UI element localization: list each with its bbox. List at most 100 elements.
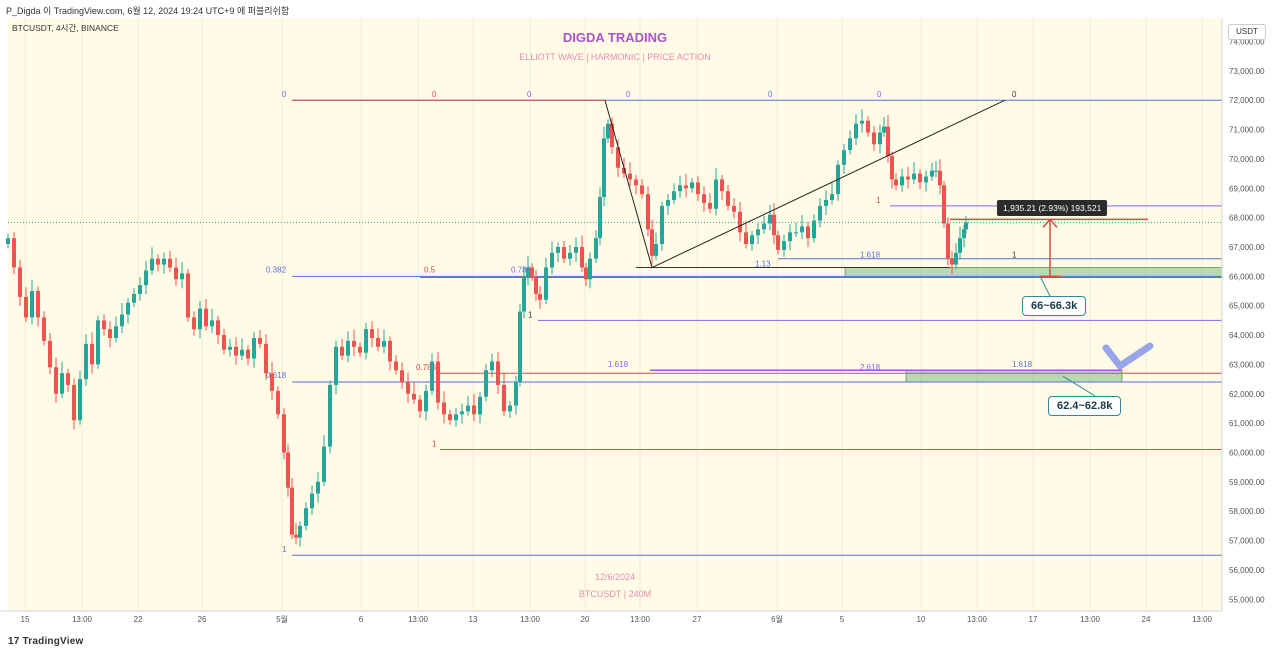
candle-body xyxy=(6,238,10,245)
candle-body xyxy=(946,223,950,259)
candle-body xyxy=(298,525,302,538)
candle-body xyxy=(660,205,664,245)
candle-body xyxy=(606,123,610,139)
candle-body xyxy=(906,176,910,180)
candle-body xyxy=(352,340,356,347)
candle-body xyxy=(12,238,16,268)
candle-body xyxy=(30,291,34,318)
candle-body xyxy=(550,252,554,268)
candle-body xyxy=(684,185,688,189)
candle-body xyxy=(666,200,670,206)
candle-body xyxy=(538,293,542,300)
candle-body xyxy=(894,179,898,186)
callout-62k: 62.4~62.8k xyxy=(1048,396,1122,416)
candle-body xyxy=(502,384,506,412)
price-tick-label: 70,000.00 xyxy=(1229,155,1265,164)
candle-body xyxy=(562,246,566,259)
time-tick-label: 5월 xyxy=(276,614,288,624)
candle-body xyxy=(934,170,938,172)
fib-label-113: 1.13 xyxy=(755,260,771,269)
candle-body xyxy=(640,185,644,195)
candle-body xyxy=(394,361,398,371)
fib-label-05: 0.5 xyxy=(424,265,436,274)
candle-body xyxy=(258,337,262,344)
candle-body xyxy=(616,147,620,168)
candle-body xyxy=(496,361,500,385)
candle-body xyxy=(294,534,298,538)
plot-background xyxy=(8,18,1222,611)
fib-label-0382: 0.382 xyxy=(266,265,287,274)
price-tick-label: 68,000.00 xyxy=(1229,214,1265,223)
candle-body xyxy=(708,202,712,209)
candle-body xyxy=(90,343,94,365)
candle-body xyxy=(310,493,314,509)
candle-body xyxy=(622,167,626,174)
candle-body xyxy=(132,293,136,303)
time-tick-label: 13:00 xyxy=(1192,615,1213,624)
time-tick-label: 17 xyxy=(1029,615,1038,624)
fib-label-0786b: 0.786 xyxy=(416,363,437,372)
currency-button[interactable]: USDT xyxy=(1228,24,1266,40)
level-72k-label: 0 xyxy=(527,90,532,99)
candle-body xyxy=(282,414,286,453)
candle-body xyxy=(412,393,416,400)
price-tick-label: 69,000.00 xyxy=(1229,184,1265,193)
candle-body xyxy=(806,226,810,239)
candle-body xyxy=(588,258,592,280)
candle-body xyxy=(912,173,916,180)
trend-line xyxy=(651,99,1006,268)
candle-body xyxy=(690,182,694,189)
candle-body xyxy=(768,214,772,224)
candle-body xyxy=(782,241,786,250)
candle-body xyxy=(854,123,858,139)
candle-body xyxy=(772,214,776,236)
time-tick-label: 10 xyxy=(917,615,926,624)
candle-body xyxy=(824,200,828,206)
candle-body xyxy=(66,373,70,385)
time-axis[interactable]: 15 13:00 22 26 5월 6 13:00 13 13:00 20 13:00 27 6월 5 10… xyxy=(0,610,1222,631)
candle-body xyxy=(180,273,184,280)
time-tick-label: 26 xyxy=(198,615,207,624)
candle-body xyxy=(418,399,422,412)
candle-body xyxy=(346,340,350,356)
brand-title: DIGDA TRADING xyxy=(563,30,667,45)
price-tick-label: 65,000.00 xyxy=(1229,302,1265,311)
candle-body xyxy=(794,232,798,234)
brand-subtitle: ELLIOTT WAVE | HARMONIC | PRICE ACTION xyxy=(519,52,711,62)
level-72k-label: 0 xyxy=(877,90,882,99)
candle-body xyxy=(526,267,530,277)
price-tick-label: 58,000.00 xyxy=(1229,507,1265,516)
watermark-symbol: BTCUSDT | 240M xyxy=(579,589,651,599)
candle-body xyxy=(878,132,882,145)
candle-body xyxy=(954,252,958,265)
price-axis[interactable]: 74,000.00 73,000.00 72,000.00 71,000.00 70,0… xyxy=(1221,18,1280,611)
candle-body xyxy=(424,390,428,412)
time-tick-label: 13:00 xyxy=(967,615,988,624)
candle-body xyxy=(574,246,578,253)
tradingview-logo[interactable]: 17 TradingView xyxy=(8,636,83,647)
candle-body xyxy=(938,170,942,186)
candle-body xyxy=(358,346,362,353)
candle-body xyxy=(24,296,28,318)
fib-label-1618a: 1.618 xyxy=(608,360,629,369)
candle-body xyxy=(942,185,946,224)
footer xyxy=(0,632,1280,654)
candle-body xyxy=(436,361,440,403)
candle-body xyxy=(756,229,760,236)
level-72k-label: 0 xyxy=(1012,90,1017,99)
candle-body xyxy=(442,402,446,415)
time-tick-label: 13:00 xyxy=(72,615,93,624)
candle-body xyxy=(144,270,148,286)
candle-body xyxy=(594,238,598,259)
candle-body xyxy=(210,320,214,327)
fib-label-1618b: 1.618 xyxy=(1012,360,1033,369)
callout-pointer-62k xyxy=(1062,375,1096,397)
candle-body xyxy=(340,346,344,356)
candle-body xyxy=(460,411,464,415)
candle-body xyxy=(568,252,572,259)
time-tick-label: 6월 xyxy=(771,614,783,624)
tradingview-logo-icon: 17 xyxy=(8,636,20,647)
candle-body xyxy=(634,179,638,186)
price-tick-label: 56,000.00 xyxy=(1229,566,1265,575)
